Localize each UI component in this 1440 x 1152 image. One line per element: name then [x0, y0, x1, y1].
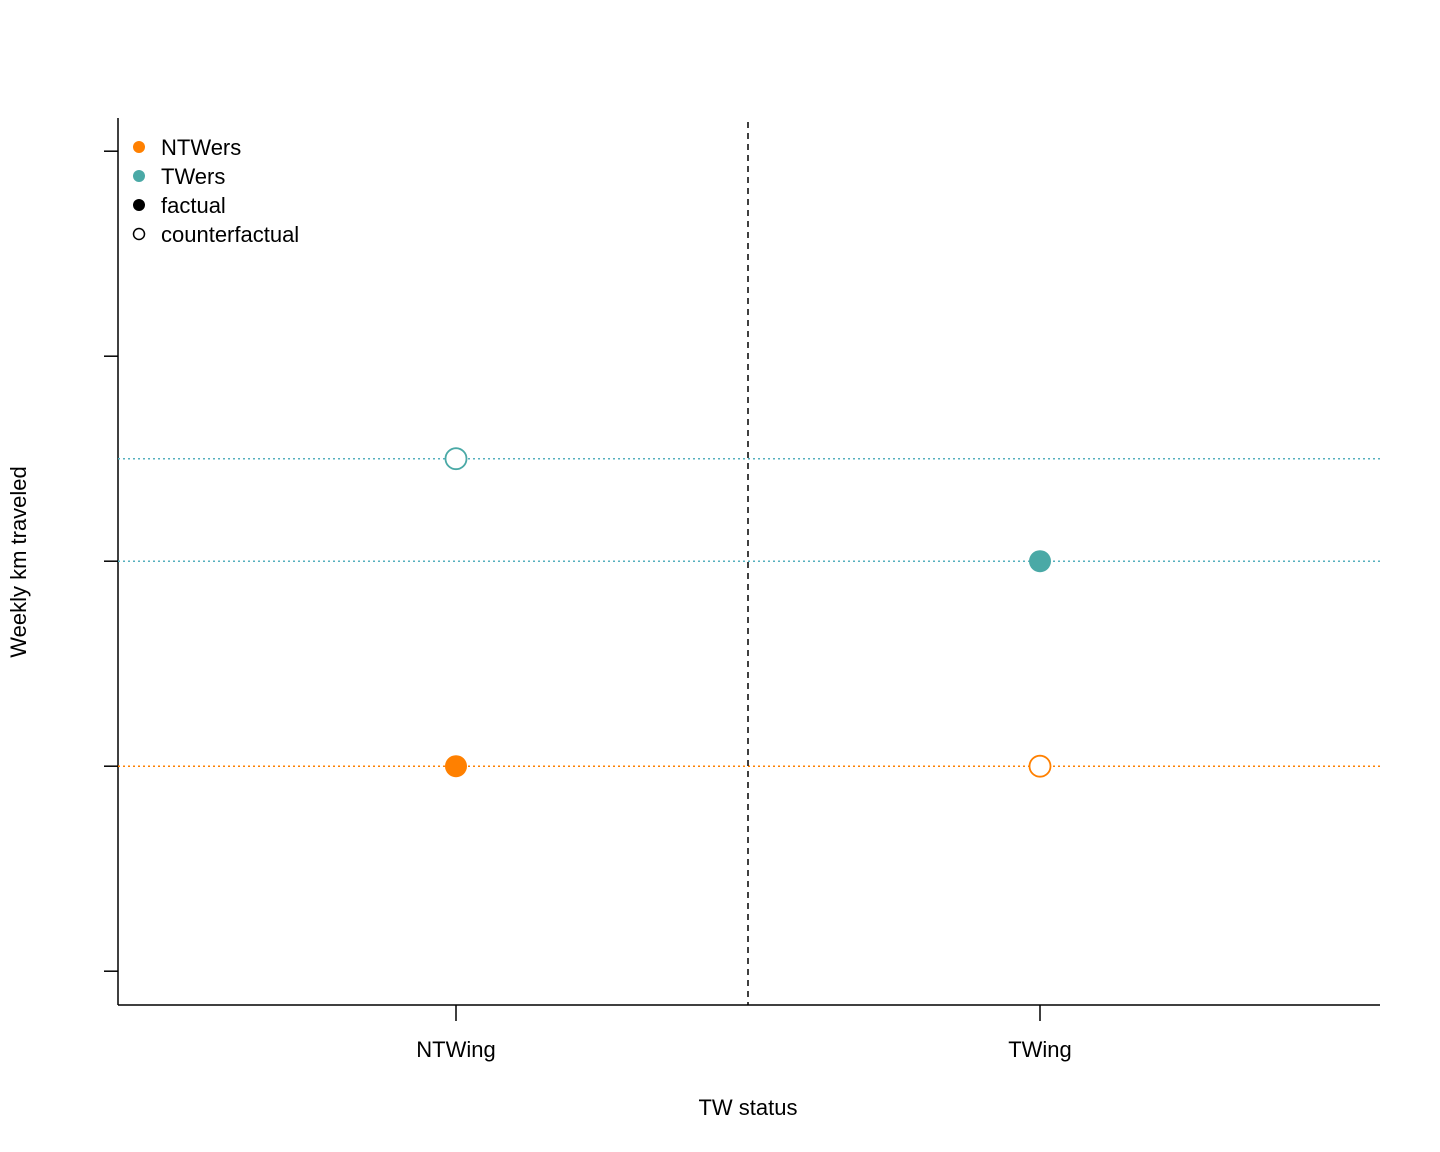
y-axis-label: Weekly km traveled — [6, 466, 31, 658]
legend-label-ntwers: NTWers — [161, 135, 241, 160]
point-ntwers-ntwing-factual — [445, 755, 467, 778]
x-tick-label-twing: TWing — [1008, 1037, 1072, 1062]
legend-label-factual: factual — [161, 193, 226, 218]
data-points — [444, 447, 1052, 778]
legend: NTWers TWers factual counterfactual — [132, 135, 299, 247]
reference-lines — [118, 457, 1380, 767]
x-axis-label: TW status — [698, 1095, 797, 1120]
legend-label-counterfactual: counterfactual — [161, 222, 299, 247]
x-tick-label-ntwing: NTWing — [416, 1037, 495, 1062]
point-twers-ntwing-counterfactual — [444, 447, 468, 471]
legend-marker-twers — [133, 170, 145, 182]
legend-marker-counterfactual — [132, 227, 146, 241]
axes: NTWing TWing — [104, 118, 1380, 1062]
legend-marker-ntwers — [133, 141, 145, 153]
legend-label-twers: TWers — [161, 164, 225, 189]
point-twers-twing-factual — [1029, 550, 1051, 573]
legend-marker-factual — [133, 199, 145, 211]
point-ntwers-twing-counterfactual — [1028, 754, 1052, 778]
